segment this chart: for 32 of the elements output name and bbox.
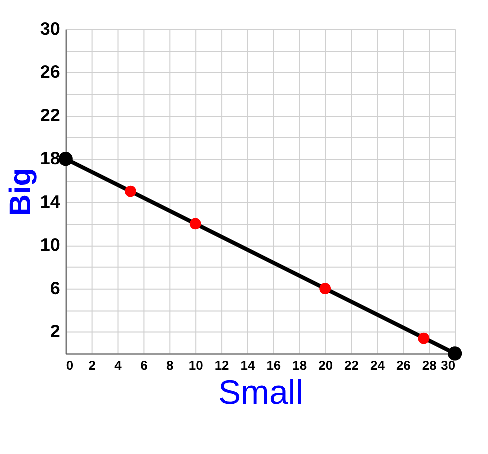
x-tick-label: 6: [140, 358, 148, 374]
point: [320, 283, 332, 295]
x-tick-label: 24: [370, 358, 386, 374]
x-tick-label: 28: [422, 358, 437, 374]
y-tick-label: 2: [50, 322, 60, 342]
y-tick-label: 22: [40, 105, 60, 126]
x-tick-label: 4: [114, 358, 123, 374]
y-axis-title: Big: [4, 168, 38, 216]
x-tick-label: 10: [188, 358, 204, 374]
x-tick-label: 30: [441, 358, 456, 374]
x-tick-label: 22: [344, 358, 359, 374]
point: [125, 186, 136, 198]
point: [418, 332, 430, 344]
x-tick-label: 20: [318, 358, 334, 374]
x-tick-label: 26: [396, 358, 411, 374]
y-tick-label: 14: [40, 192, 60, 212]
x-tick-label: 8: [166, 358, 174, 374]
x-tick-label: 12: [214, 358, 230, 374]
y-tick-label: 6: [50, 278, 60, 298]
x-axis-title: Small: [218, 374, 304, 412]
point: [58, 152, 73, 166]
y-tick-label: 10: [40, 235, 60, 256]
x-tick-label: 16: [266, 358, 282, 374]
x-tick-label: 18: [292, 358, 308, 374]
y-tick-label: 26: [40, 62, 60, 82]
point: [190, 218, 202, 230]
x-tick-label: 2: [88, 358, 96, 374]
y-tick-label: 18: [40, 148, 60, 169]
y-tick-label: 30: [40, 18, 60, 39]
x-tick-label: 0: [66, 358, 74, 374]
x-tick-label: 14: [240, 358, 256, 374]
point: [448, 346, 462, 361]
